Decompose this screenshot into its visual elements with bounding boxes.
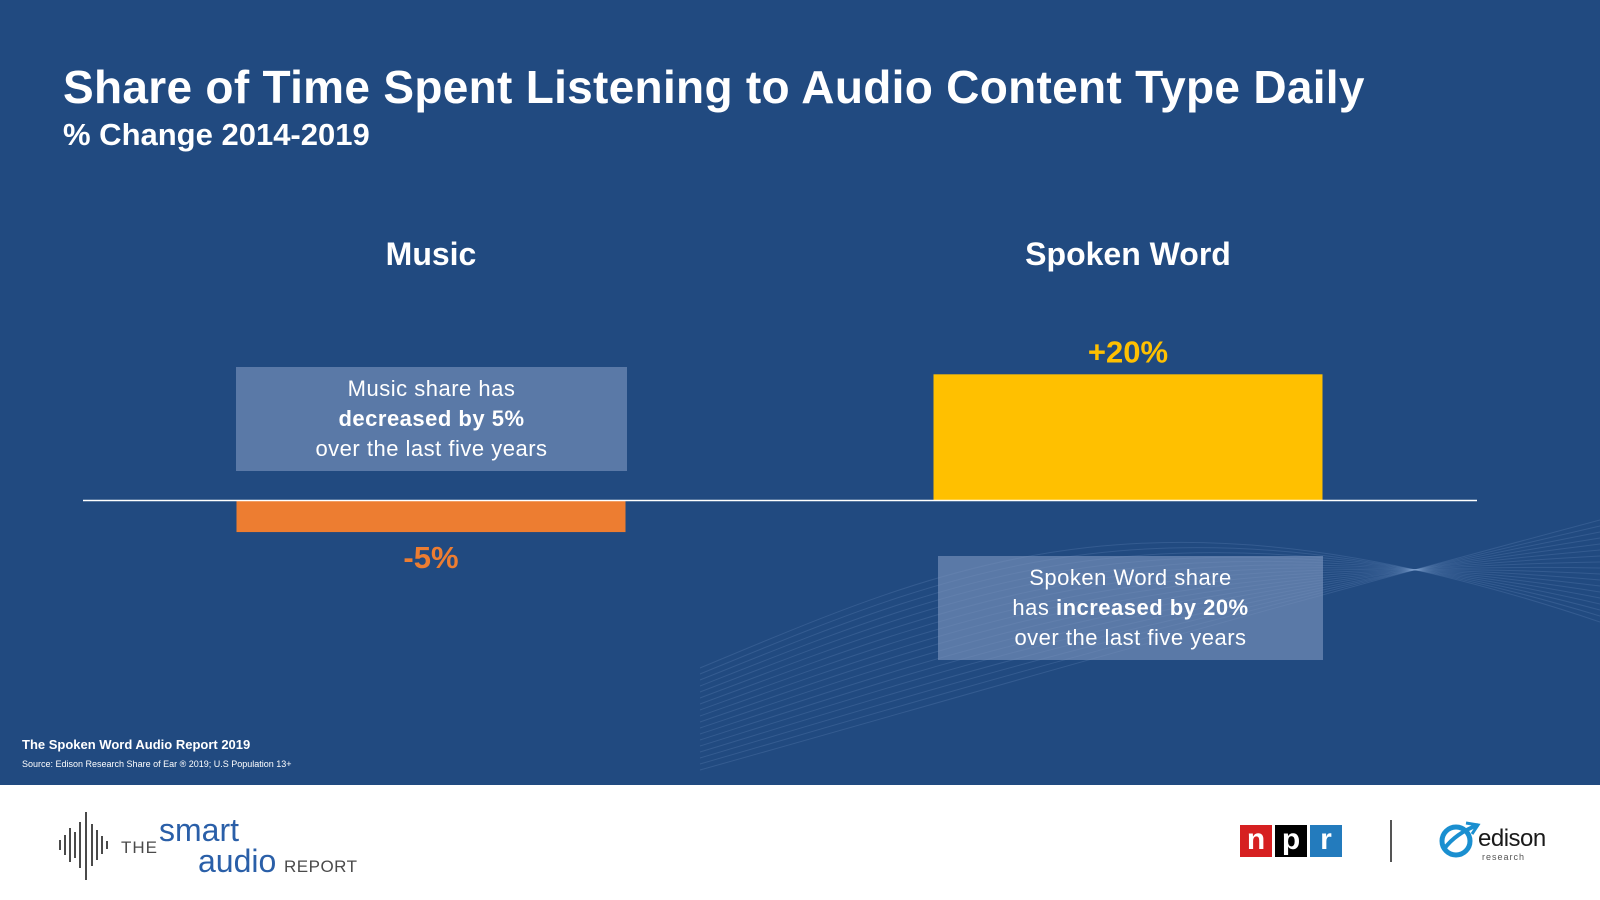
edison-swirl-icon (1439, 821, 1481, 858)
npr-letter-p: p (1275, 825, 1307, 857)
chart-subtitle: % Change 2014-2019 (63, 117, 370, 152)
bar-spoken-word (933, 374, 1323, 501)
footer-bar: THE smart audio REPORT n p r edison rese… (0, 785, 1600, 900)
logo-the-text: THE (121, 838, 158, 857)
chart-title: Share of Time Spent Listening to Audio C… (63, 61, 1365, 113)
data-label-spoken-word: +20% (1088, 334, 1168, 369)
npr-letter-r: r (1310, 825, 1342, 857)
soundwave-icon (59, 812, 108, 880)
edison-text: edison (1478, 825, 1546, 852)
music-callout-emphasis: decreased by 5% (338, 406, 525, 431)
category-label-spoken-word: Spoken Word (1025, 236, 1231, 272)
bar-chart: Music Spoken Word -5% +20% (83, 236, 1477, 575)
logo-divider (1390, 820, 1392, 862)
npr-logo: n p r (1240, 825, 1342, 857)
edison-research-logo: edison research (1438, 817, 1548, 867)
spoken-callout-line3: over the last five years (1014, 625, 1247, 650)
data-label-music: -5% (403, 540, 458, 575)
logo-report-text: REPORT (284, 857, 358, 876)
music-callout-line1: Music share has (347, 376, 516, 401)
wave-line (699, 519, 1600, 771)
spoken-callout-emphasis: increased by 20% (1055, 595, 1249, 620)
logo-audio-text: audio (198, 843, 277, 879)
logo-smart-text: smart (159, 812, 239, 848)
report-name: The Spoken Word Audio Report 2019 (22, 737, 251, 752)
source-note: Source: Edison Research Share of Ear ® 2… (22, 759, 292, 769)
smart-audio-report-logo: THE smart audio REPORT (56, 808, 366, 883)
music-callout: Music share has decreased by 5% over the… (236, 367, 627, 471)
spoken-callout-line1: Spoken Word share (1029, 565, 1232, 590)
music-callout-line3: over the last five years (315, 436, 548, 461)
category-label-music: Music (386, 236, 477, 272)
wave-line (699, 541, 1600, 669)
wave-line (699, 547, 1600, 675)
spoken-word-callout: Spoken Word share has increased by 20% o… (938, 556, 1323, 660)
research-text: research (1482, 852, 1526, 862)
spoken-callout-line2-prefix: has (1012, 595, 1056, 620)
bar-music (236, 500, 626, 533)
npr-letter-n: n (1240, 825, 1272, 857)
chart-panel: Share of Time Spent Listening to Audio C… (0, 0, 1600, 785)
